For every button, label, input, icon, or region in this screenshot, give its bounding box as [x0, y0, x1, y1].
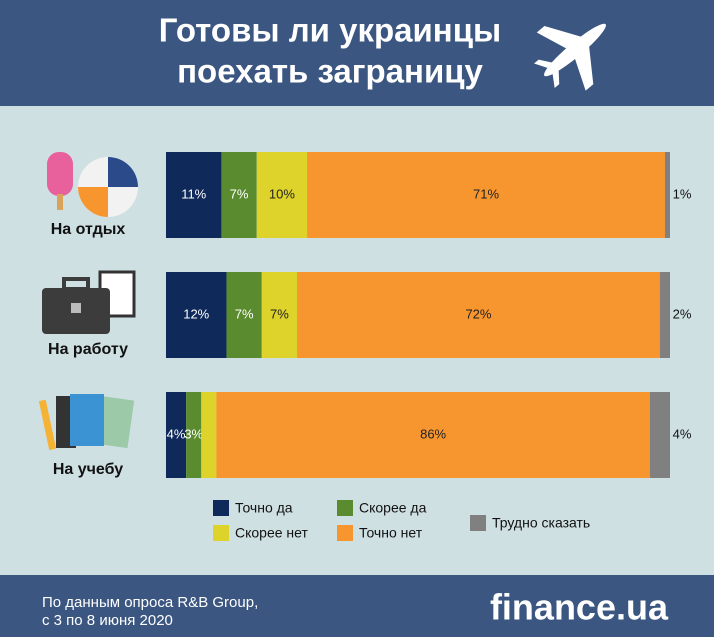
bar-segment: [664, 152, 670, 238]
value-label: 7%: [270, 306, 289, 321]
category-label: На работу: [48, 341, 128, 358]
value-label: 3%: [184, 426, 203, 441]
value-label: 7%: [230, 186, 249, 201]
value-label: 1%: [673, 186, 692, 201]
bar-segment: [649, 392, 670, 478]
value-label: 72%: [465, 306, 491, 321]
bar-segment: [221, 152, 257, 238]
legend-label: Скорее нет: [235, 525, 308, 541]
bar-segment: [186, 392, 202, 478]
bar-segment: [201, 392, 217, 478]
bar-segment: [166, 272, 227, 358]
chart-title: поехать заграницу: [177, 53, 483, 90]
vacation-icon: [47, 152, 138, 217]
study-icon: [38, 394, 135, 451]
bar-segment: [659, 272, 670, 358]
legend-label: Точно нет: [359, 525, 423, 541]
airplane-icon: [534, 23, 606, 91]
footer: [0, 575, 714, 637]
bar-segment: [166, 152, 222, 238]
chart-title: Готовы ли украинцы: [159, 12, 501, 49]
legend-swatch: [470, 515, 486, 531]
value-label: 71%: [473, 186, 499, 201]
legend-label: Трудно сказать: [492, 515, 590, 531]
header: [0, 0, 714, 106]
bar-segment: [297, 272, 660, 358]
bar-segment: [307, 152, 665, 238]
legend-swatch: [213, 500, 229, 516]
bar-segment: [216, 392, 650, 478]
value-label: 10%: [269, 186, 295, 201]
source: с 3 по 8 июня 2020: [42, 612, 173, 629]
value-label: 86%: [420, 426, 446, 441]
brand-logo: finance.ua: [490, 587, 669, 628]
value-label: 7%: [235, 306, 254, 321]
work-icon: [42, 270, 136, 334]
category-label: На учебу: [53, 461, 123, 478]
legend-label: Скорее да: [359, 500, 427, 516]
value-label: 4%: [167, 426, 186, 441]
value-label: 11%: [181, 186, 206, 201]
legend-swatch: [337, 500, 353, 516]
category-label: На отдых: [51, 221, 126, 238]
bar-segment: [256, 152, 308, 238]
legend-swatch: [213, 525, 229, 541]
legend-label: Точно да: [235, 500, 293, 516]
bar-segment: [226, 272, 262, 358]
value-label: 4%: [673, 426, 692, 441]
bar-segment: [166, 392, 187, 478]
source: По данным опроса R&B Group,: [42, 594, 258, 611]
bar-segment: [261, 272, 298, 358]
value-label: 2%: [673, 306, 692, 321]
value-label: 12%: [183, 306, 209, 321]
legend-swatch: [337, 525, 353, 541]
